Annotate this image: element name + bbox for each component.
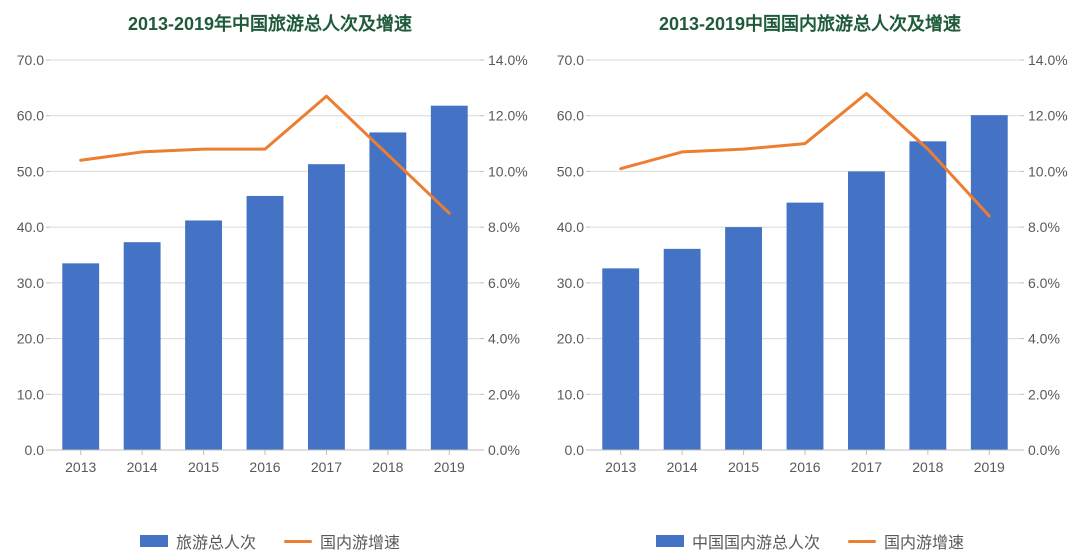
svg-text:0.0%: 0.0% [488,442,520,458]
svg-text:0.0: 0.0 [565,442,585,458]
svg-text:2016: 2016 [249,459,280,475]
svg-text:4.0%: 4.0% [1028,331,1060,347]
svg-text:2018: 2018 [372,459,403,475]
svg-text:2017: 2017 [851,459,882,475]
svg-text:2017: 2017 [311,459,342,475]
legend-label: 国内游增速 [320,529,400,553]
svg-text:8.0%: 8.0% [488,219,520,235]
legend-label: 中国国内游总人次 [692,529,820,553]
svg-text:2.0%: 2.0% [488,386,520,402]
legend-item-bar: 中国国内游总人次 [656,529,820,553]
svg-text:2013: 2013 [65,459,96,475]
legend-left: 旅游总人次 国内游增速 [0,529,540,553]
svg-text:8.0%: 8.0% [1028,219,1060,235]
svg-text:4.0%: 4.0% [488,331,520,347]
svg-text:60.0: 60.0 [557,108,584,124]
chart-svg-right: 0.0 10.0 20.0 30.0 40.0 50.0 60.0 70.0 0.0% 2.0% 4… [540,50,1080,520]
panel-left: 2013-2019年中国旅游总人次及增速 0.0 10.0 20.0 30.0 40.0… [0,0,540,559]
svg-text:30.0: 30.0 [557,275,584,291]
legend-item-line: 国内游增速 [284,529,400,553]
svg-text:70.0: 70.0 [557,52,584,68]
legend-swatch-line-icon [848,540,876,543]
svg-text:40.0: 40.0 [17,219,44,235]
legend-item-bar: 旅游总人次 [140,529,256,553]
chart-wrap-right: 0.0 10.0 20.0 30.0 40.0 50.0 60.0 70.0 0.0% 2.0% 4… [540,50,1080,559]
legend-swatch-line-icon [284,540,312,543]
svg-text:2014: 2014 [127,459,158,475]
svg-text:2013: 2013 [605,459,636,475]
chart-title-right: 2013-2019中国国内旅游总人次及增速 [540,10,1080,36]
svg-text:10.0: 10.0 [557,386,584,402]
svg-text:10.0: 10.0 [17,386,44,402]
page: 2013-2019年中国旅游总人次及增速 0.0 10.0 20.0 30.0 40.0… [0,0,1080,559]
svg-text:2019: 2019 [434,459,465,475]
legend-item-line: 国内游增速 [848,529,964,553]
svg-text:2.0%: 2.0% [1028,386,1060,402]
svg-text:2014: 2014 [667,459,698,475]
legend-swatch-bar-icon [656,535,684,547]
chart-svg-left: 0.0 10.0 20.0 30.0 40.0 50.0 60.0 70.0 0.0% 2.0% 4… [0,50,540,520]
legend-swatch-bar-icon [140,535,168,547]
svg-text:10.0%: 10.0% [1028,163,1068,179]
svg-text:70.0: 70.0 [17,52,44,68]
svg-text:40.0: 40.0 [557,219,584,235]
svg-text:0.0%: 0.0% [1028,442,1060,458]
svg-text:20.0: 20.0 [557,331,584,347]
svg-text:30.0: 30.0 [17,275,44,291]
chart-wrap-left: 0.0 10.0 20.0 30.0 40.0 50.0 60.0 70.0 0.0% 2.0% 4… [0,50,540,559]
svg-text:0.0: 0.0 [25,442,45,458]
legend-label: 旅游总人次 [176,529,256,553]
panel-right: 2013-2019中国国内旅游总人次及增速 0.0 10.0 20.0 30.0 40.… [540,0,1080,559]
svg-text:14.0%: 14.0% [488,52,528,68]
svg-text:10.0%: 10.0% [488,163,528,179]
svg-text:14.0%: 14.0% [1028,52,1068,68]
svg-text:20.0: 20.0 [17,331,44,347]
svg-text:6.0%: 6.0% [488,275,520,291]
svg-text:2015: 2015 [728,459,759,475]
chart-title-left: 2013-2019年中国旅游总人次及增速 [0,10,540,36]
svg-text:6.0%: 6.0% [1028,275,1060,291]
legend-right: 中国国内游总人次 国内游增速 [540,529,1080,553]
svg-text:50.0: 50.0 [17,163,44,179]
svg-text:12.0%: 12.0% [488,108,528,124]
legend-label: 国内游增速 [884,529,964,553]
svg-text:50.0: 50.0 [557,163,584,179]
svg-text:60.0: 60.0 [17,108,44,124]
svg-text:2019: 2019 [974,459,1005,475]
svg-text:2015: 2015 [188,459,219,475]
svg-text:12.0%: 12.0% [1028,108,1068,124]
svg-text:2016: 2016 [789,459,820,475]
svg-text:2018: 2018 [912,459,943,475]
